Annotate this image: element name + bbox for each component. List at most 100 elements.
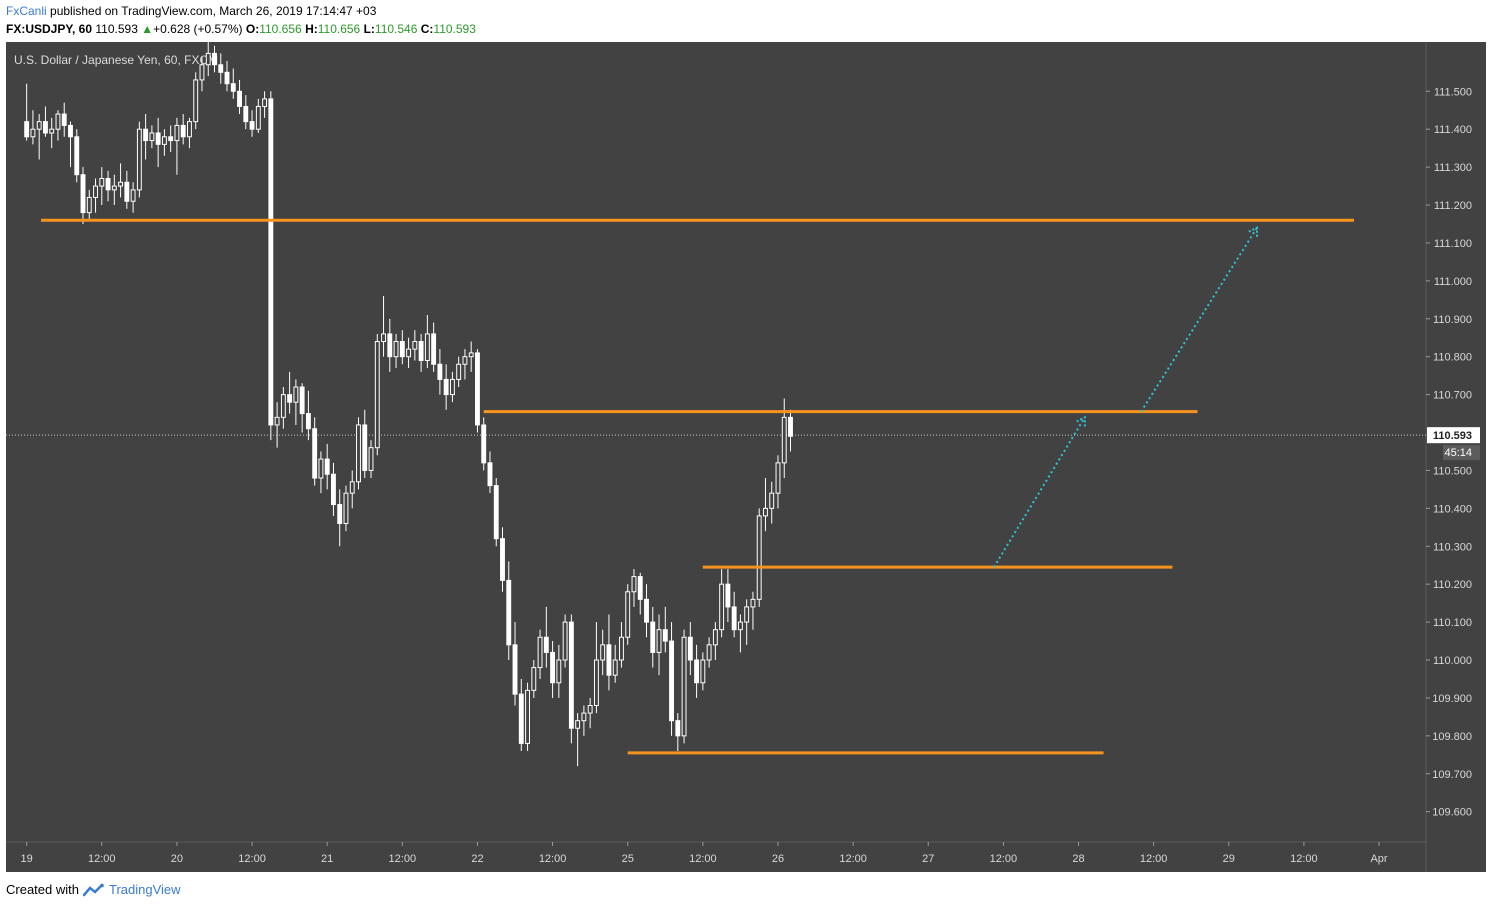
candle-body bbox=[543, 636, 549, 653]
candle-body bbox=[525, 689, 530, 744]
candle-body bbox=[237, 90, 242, 107]
low-value: 110.546 bbox=[374, 22, 418, 36]
y-tick-label: 109.600 bbox=[1432, 807, 1472, 819]
candle-body bbox=[193, 79, 199, 123]
candle-body bbox=[187, 121, 192, 138]
candle-body bbox=[393, 341, 399, 358]
candle-body bbox=[493, 485, 499, 540]
y-tick-label: 110.100 bbox=[1433, 617, 1472, 629]
candle-body bbox=[149, 132, 155, 142]
close-value: 110.593 bbox=[433, 22, 476, 36]
candle-body bbox=[105, 177, 111, 191]
chart-container[interactable]: U.S. Dollar / Japanese Yen, 60, FXCM 111.… bbox=[6, 42, 1486, 872]
candle-body bbox=[481, 424, 487, 464]
candle-body bbox=[262, 98, 268, 107]
candle-body bbox=[669, 640, 674, 722]
last-value: 110.593 bbox=[95, 22, 138, 36]
candle-body bbox=[205, 52, 211, 66]
candle-body bbox=[637, 576, 643, 600]
high-value: 110.656 bbox=[317, 22, 361, 36]
tradingview-brand[interactable]: TradingView bbox=[108, 882, 181, 897]
candle-body bbox=[681, 636, 687, 737]
candle-body bbox=[644, 598, 649, 623]
candle-body bbox=[287, 394, 293, 403]
candle-body bbox=[487, 462, 493, 487]
candle-body bbox=[36, 121, 42, 130]
x-tick-label: 20 bbox=[171, 853, 183, 865]
candle-body bbox=[55, 113, 61, 130]
candle-body bbox=[130, 189, 136, 202]
candle-body bbox=[305, 413, 311, 430]
candle-body bbox=[756, 515, 762, 600]
candle-body bbox=[111, 185, 117, 191]
x-tick-label: 12:00 bbox=[389, 853, 417, 865]
candle-body bbox=[449, 378, 455, 396]
candle-body bbox=[224, 71, 230, 85]
candle-body bbox=[161, 136, 167, 145]
author-link[interactable]: FxCanli bbox=[6, 4, 47, 18]
candle-body bbox=[418, 341, 424, 361]
x-tick-label: 12:00 bbox=[990, 853, 1018, 865]
candle-body bbox=[299, 386, 305, 415]
candle-body bbox=[468, 352, 474, 358]
candle-body bbox=[374, 341, 380, 449]
candle-body bbox=[293, 386, 299, 403]
candle-body bbox=[575, 720, 581, 729]
candle-body bbox=[243, 105, 249, 123]
candle-body bbox=[788, 416, 793, 437]
y-tick-label: 111.200 bbox=[1434, 200, 1472, 212]
candle-body bbox=[462, 356, 468, 365]
candle-body bbox=[431, 333, 437, 365]
candle-body bbox=[731, 606, 737, 631]
change-value: +0.628 (+0.57%) bbox=[153, 22, 243, 36]
chart-title: U.S. Dollar / Japanese Yen, 60, FXCM bbox=[14, 53, 218, 67]
y-tick-label: 110.200 bbox=[1433, 579, 1472, 591]
y-tick-label: 110.500 bbox=[1433, 465, 1472, 477]
price-chart[interactable]: U.S. Dollar / Japanese Yen, 60, FXCM 111.… bbox=[6, 42, 1486, 872]
candle-body bbox=[280, 394, 286, 418]
symbol-label: FX:USDJPY, 60 bbox=[6, 22, 93, 36]
candle-body bbox=[700, 659, 706, 684]
candle-body bbox=[324, 458, 330, 475]
candle-body bbox=[155, 132, 161, 145]
last-price-label: 110.593 bbox=[1433, 430, 1472, 442]
candle-body bbox=[168, 136, 174, 142]
x-tick-label: 22 bbox=[471, 853, 483, 865]
candle-body bbox=[74, 136, 80, 176]
candle-body bbox=[43, 121, 48, 134]
candle-body bbox=[362, 424, 368, 471]
candle-body bbox=[424, 333, 430, 361]
projection-line bbox=[993, 416, 1086, 568]
candle-body bbox=[174, 124, 180, 142]
plot-background bbox=[6, 42, 1426, 842]
candle-body bbox=[356, 424, 361, 483]
y-tick-label: 110.900 bbox=[1433, 314, 1472, 326]
y-tick-label: 110.800 bbox=[1433, 352, 1472, 364]
x-tick-label: 12:00 bbox=[689, 853, 717, 865]
candle-body bbox=[218, 64, 224, 73]
candle-body bbox=[712, 629, 718, 646]
last-price-label-bg bbox=[1427, 427, 1480, 444]
candle-body bbox=[581, 712, 587, 722]
candle-body bbox=[687, 636, 693, 661]
x-tick-label: 29 bbox=[1223, 853, 1235, 865]
candle-body bbox=[475, 352, 480, 426]
time-axis-background bbox=[6, 842, 1426, 872]
candle-body bbox=[606, 644, 612, 676]
candle-body bbox=[49, 128, 55, 134]
candle-body bbox=[619, 636, 624, 661]
candle-body bbox=[124, 181, 130, 202]
candle-body bbox=[255, 105, 261, 130]
candle-body bbox=[387, 333, 393, 358]
created-with-text: Created with bbox=[6, 882, 79, 897]
candle-body bbox=[593, 659, 599, 707]
countdown-label: 45:14 bbox=[1444, 447, 1472, 459]
y-tick-label: 111.500 bbox=[1434, 86, 1472, 98]
candle-body bbox=[725, 583, 731, 608]
candle-body bbox=[656, 629, 662, 653]
candle-body bbox=[118, 181, 124, 187]
candle-body bbox=[587, 705, 593, 714]
candle-body bbox=[68, 124, 73, 138]
candle-body bbox=[550, 651, 556, 684]
y-tick-label: 111.000 bbox=[1434, 276, 1472, 288]
